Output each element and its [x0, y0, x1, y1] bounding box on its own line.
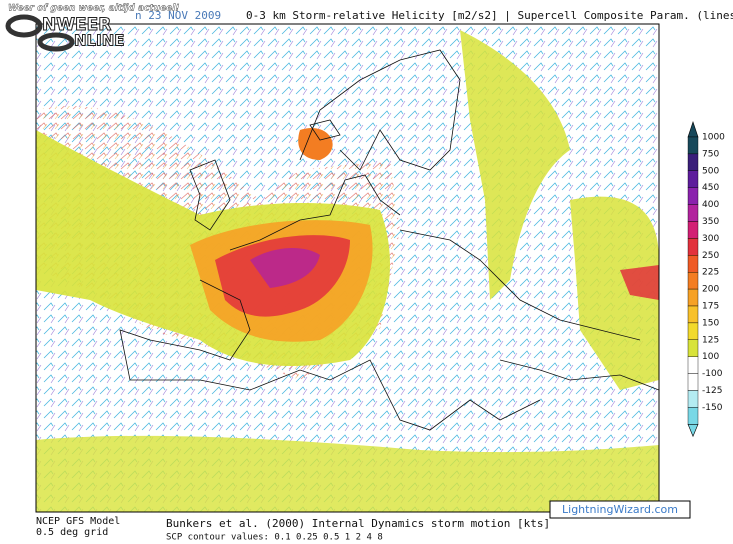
- colorbar-label: -125: [702, 386, 722, 396]
- logo-bottom: NLINE: [74, 32, 125, 50]
- coastlines: [119, 49, 659, 431]
- grid: 0.5 deg grid: [36, 527, 108, 538]
- colorbar-label: 450: [702, 183, 719, 193]
- site-box: [549, 500, 691, 519]
- colorbar-swatch: [687, 322, 699, 340]
- colorbar-swatch: [687, 373, 699, 391]
- colorbar-label: 175: [702, 302, 719, 312]
- title: 0-3 km Storm-relative Helicity [m2/s2] |…: [246, 9, 733, 22]
- colorbar-label: 400: [702, 200, 719, 210]
- date: n 23 NOV 2009: [135, 9, 221, 22]
- colorbar-swatch: [687, 288, 699, 307]
- plot-frame: [35, 23, 660, 513]
- colorbar-label: 150: [702, 318, 719, 328]
- colorbar-swatch: [687, 204, 699, 222]
- colorbar-swatch: [687, 170, 699, 188]
- logo-tagline: Weer of geen weer, altijd actueel!: [8, 4, 179, 14]
- colorbar-swatch: [687, 390, 699, 408]
- colorbar-label: 100: [702, 352, 719, 362]
- logo: Weer of geen weer, altijd actueel! NWEER…: [5, 3, 180, 52]
- colorbar-swatch: [687, 238, 699, 256]
- colorbar-swatch: [687, 272, 699, 290]
- colorbar-label: 1000: [702, 133, 725, 143]
- model: NCEP GFS Model: [36, 516, 120, 527]
- colorbar-label: 250: [702, 251, 719, 261]
- colorbar-swatch: [687, 356, 699, 374]
- colorbar-swatch: [687, 305, 699, 324]
- site: LightningWizard.com: [562, 503, 678, 516]
- colorbar-swatch: [687, 187, 699, 205]
- colorbar-swatch: [687, 407, 699, 425]
- colorbar-label: 300: [702, 234, 719, 244]
- colorbar-label: -100: [702, 369, 723, 379]
- colorbar-end: [687, 424, 699, 438]
- colorbar-label: 500: [702, 166, 719, 176]
- colorbar-label: -150: [702, 403, 723, 413]
- colorbar-label: 225: [702, 268, 719, 278]
- scp-values: SCP contour values: 0.1 0.25 0.5 1 2 4 8: [166, 533, 383, 543]
- colorbar-swatch: [687, 255, 699, 273]
- colorbar-label: 350: [702, 217, 719, 227]
- colorbar-label: 200: [702, 285, 719, 295]
- colorbar-swatch: [687, 153, 699, 171]
- motion: Bunkers et al. (2000) Internal Dynamics …: [166, 517, 550, 530]
- colorbar-swatch: [687, 339, 699, 357]
- colorbar: 1000 750 500 450 400 350 300 250 225 200 175 150 125…: [687, 121, 725, 438]
- map-area: [36, 24, 659, 512]
- logo-top: NWEER: [42, 15, 111, 35]
- colorbar-label: 750: [702, 149, 719, 159]
- colorbar-swatch: [687, 136, 699, 155]
- colorbar-label: 125: [702, 335, 719, 345]
- colorbar-swatch: [687, 221, 699, 239]
